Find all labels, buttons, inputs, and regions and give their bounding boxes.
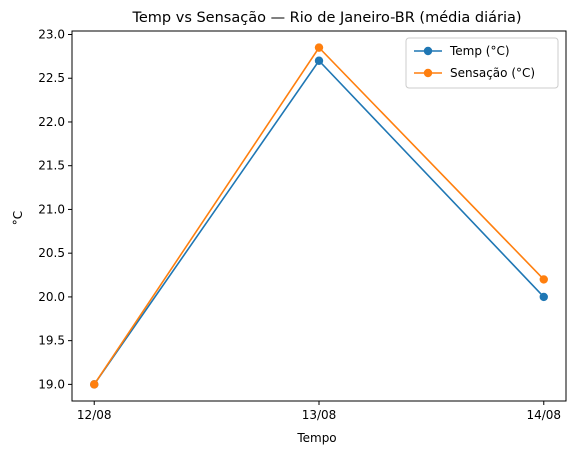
series-1-point xyxy=(314,56,324,65)
x-tick-label: 13/08 xyxy=(302,408,337,422)
x-tick-label: 12/08 xyxy=(77,408,112,422)
y-tick-label: 19.0 xyxy=(38,377,65,391)
series-line-2 xyxy=(93,46,545,385)
y-tick-label: 22.5 xyxy=(38,71,65,85)
series-1-point xyxy=(539,292,548,302)
y-tick-label: 21.5 xyxy=(38,159,65,173)
legend-box xyxy=(405,37,559,89)
y-axis-label: °C xyxy=(11,211,25,225)
x-tick-label: 14/08 xyxy=(526,408,561,422)
y-tick-label: 19.5 xyxy=(38,334,65,348)
legend: Temp (°C) Sensação (°C) xyxy=(405,37,559,89)
series-2-point xyxy=(539,275,548,284)
legend-marker-1 xyxy=(423,46,433,56)
y-tick-label: 23.0 xyxy=(38,27,65,41)
y-tick-label: 22.0 xyxy=(38,115,65,129)
y-tick-label: 20.5 xyxy=(38,246,65,260)
series-2-point xyxy=(90,380,99,389)
y-tick-label: 20.0 xyxy=(38,290,65,304)
series-2-point xyxy=(314,43,324,52)
plot-area: 19.0 19.5 20.0 20.5 21.0 21.5 22.0 22.5 23.0 12/0… xyxy=(38,27,567,422)
series-line-1 xyxy=(93,59,545,385)
x-axis-label: Tempo xyxy=(296,431,336,445)
legend-marker-2 xyxy=(423,68,433,78)
y-tick-label: 21.0 xyxy=(38,202,65,216)
legend-label-1: Temp (°C) xyxy=(449,44,510,58)
chart-title: Temp vs Sensação — Rio de Janeiro-BR (mé… xyxy=(131,10,521,26)
legend-label-2: Sensação (°C) xyxy=(450,66,535,80)
